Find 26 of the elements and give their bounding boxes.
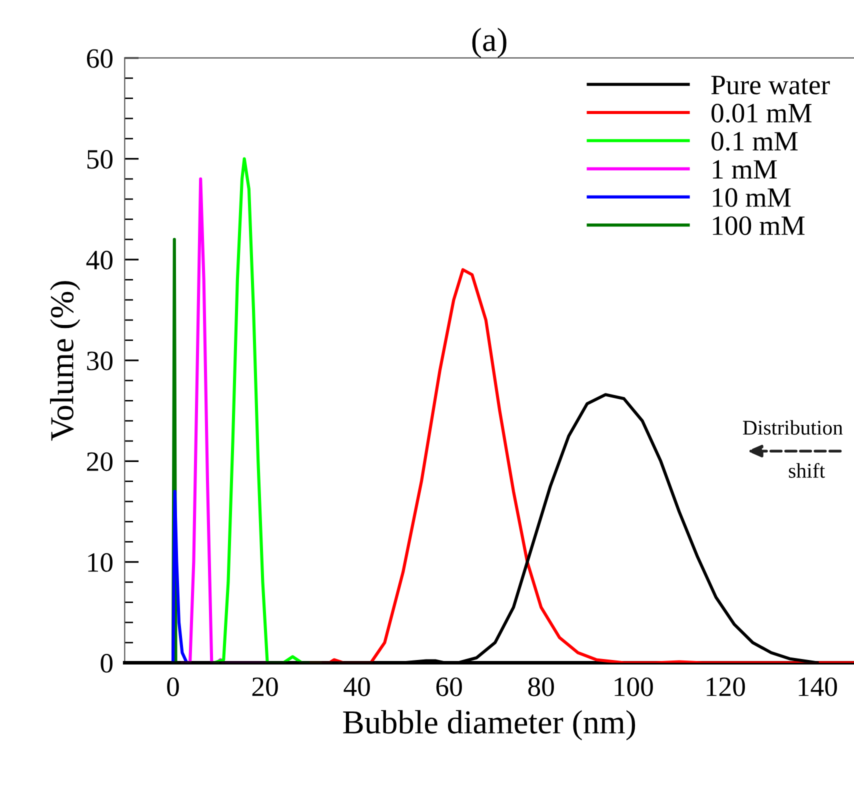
x-tick-label: 100 (614, 677, 653, 696)
x-axis-title: Bubble diameter (nm) (343, 710, 636, 740)
x-tick-label: 80 (528, 677, 554, 696)
chart-title: (a) (472, 28, 506, 58)
x-tick-label: 60 (436, 677, 462, 696)
legend-label: 1 mM (712, 160, 777, 179)
y-tick-label: 10 (88, 553, 113, 572)
x-tick-label: 20 (252, 677, 278, 696)
legend-label: 100 mM (712, 216, 805, 236)
legend-label: 0.01 mM (712, 104, 812, 123)
y-tick-label: 30 (87, 352, 113, 370)
y-tick-label: 50 (87, 150, 113, 169)
y-tick-label: 40 (86, 250, 113, 270)
legend-label: 0.1 mM (712, 132, 798, 151)
annotation: shift (788, 462, 825, 478)
x-tick-label: 0 (167, 677, 179, 696)
x-tick-label: 40 (344, 677, 370, 696)
x-tick-label: 140 (798, 677, 837, 696)
y-tick-label: 20 (87, 452, 113, 472)
y-tick-label: 60 (86, 49, 113, 68)
x-tick-label: 120 (706, 677, 745, 696)
legend-label: Pure water (711, 76, 830, 94)
y-tick-label: 0 (100, 654, 113, 673)
y-axis-title: Volume (%) (50, 281, 80, 441)
annotation: Distribution (742, 420, 843, 435)
legend-label: 10 mM (712, 188, 791, 207)
